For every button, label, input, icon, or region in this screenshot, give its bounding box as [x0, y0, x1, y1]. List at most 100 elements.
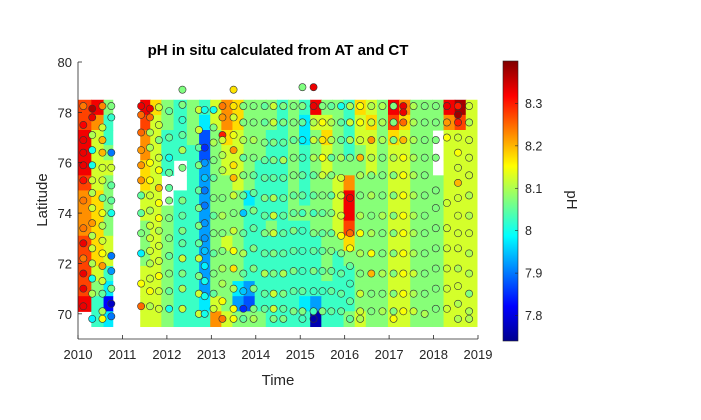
sample-point [378, 191, 387, 200]
x-tick-label: 2012 [152, 347, 181, 362]
sample-point [409, 289, 418, 298]
field-cell [399, 296, 411, 312]
sample-point [431, 284, 440, 293]
field-cell [210, 175, 222, 192]
field-cell [443, 190, 456, 207]
sample-point [378, 102, 387, 110]
field-cell [150, 145, 162, 161]
field-cell [432, 190, 445, 207]
field-cell [232, 220, 245, 237]
field-cell [140, 311, 151, 328]
sample-point [346, 153, 354, 162]
field-cell [103, 311, 114, 328]
sample-point [249, 206, 258, 215]
x-tick-label: 2018 [419, 347, 448, 362]
field-cell [288, 175, 300, 192]
field-cell [443, 160, 456, 176]
sample-point [79, 161, 88, 170]
sample-point [327, 102, 336, 110]
sample-point [178, 196, 187, 205]
sample-point [88, 146, 97, 155]
field-cell [321, 114, 334, 131]
sample-point [431, 304, 440, 313]
colorbar-tick-label: 8.1 [525, 182, 542, 196]
sample-point [146, 176, 154, 185]
field-cell [321, 145, 334, 161]
field-cell [265, 160, 278, 176]
field-cell [421, 250, 434, 267]
sample-point [356, 191, 365, 200]
field-cell [276, 296, 289, 312]
field-cell [354, 160, 367, 176]
sample-point [346, 314, 354, 323]
field-cell [365, 145, 378, 161]
sample-point [289, 287, 298, 296]
field-cell [376, 220, 389, 237]
sample-point [389, 229, 398, 238]
field-cell [103, 250, 114, 267]
field-cell [443, 296, 456, 312]
sample-point [431, 186, 440, 195]
field-cell [332, 160, 345, 176]
sample-point [431, 153, 440, 162]
sample-point [409, 102, 418, 110]
sample-point [389, 269, 398, 278]
sample-point [260, 138, 269, 147]
sample-point [327, 171, 336, 180]
field-cell [186, 114, 200, 131]
field-cell [265, 220, 278, 237]
field-cell [376, 175, 389, 192]
sample-point [200, 173, 209, 182]
sample-point [465, 153, 474, 162]
sample-point [309, 136, 318, 144]
sample-point [165, 214, 174, 223]
field-cell [254, 129, 267, 146]
sample-point [146, 259, 154, 268]
field-cell [276, 235, 289, 252]
sample-point [318, 171, 327, 180]
sample-point [239, 171, 248, 180]
sample-point [260, 269, 269, 278]
sample-point [442, 133, 451, 142]
sample-point [209, 269, 218, 278]
field-cell [332, 296, 345, 312]
sample-point [409, 171, 418, 180]
field-cell [140, 190, 151, 207]
field-cell [365, 296, 378, 312]
field-cell [186, 250, 200, 267]
sample-point [98, 148, 107, 157]
field-cell [199, 160, 211, 176]
sample-point [318, 307, 327, 316]
field-cell [254, 235, 267, 252]
sample-point [249, 136, 258, 144]
sample-point [229, 209, 238, 217]
field-cell [210, 220, 222, 237]
sample-point [454, 102, 462, 110]
field-cell [399, 175, 411, 192]
field-cell [454, 250, 467, 267]
sample-point [200, 186, 209, 195]
sample-point [98, 262, 107, 270]
sample-point [239, 191, 248, 200]
sample-point [298, 171, 307, 180]
field-cell [199, 129, 211, 146]
sample-point [367, 102, 376, 110]
sample-point [269, 118, 278, 127]
sample-point [289, 102, 298, 110]
field-cell [388, 235, 400, 252]
field-cell [388, 220, 400, 237]
sample-point [260, 289, 269, 298]
sample-point [218, 211, 227, 220]
sample-point [218, 314, 227, 323]
sample-point [107, 209, 116, 217]
sample-point [298, 287, 307, 296]
sample-point [420, 102, 429, 110]
sample-point [194, 272, 203, 280]
field-cell [243, 250, 256, 267]
sample-point [178, 163, 187, 172]
field-cell [103, 129, 114, 146]
sample-point [279, 156, 288, 165]
sample-point [409, 191, 418, 200]
field-cell [421, 175, 434, 192]
